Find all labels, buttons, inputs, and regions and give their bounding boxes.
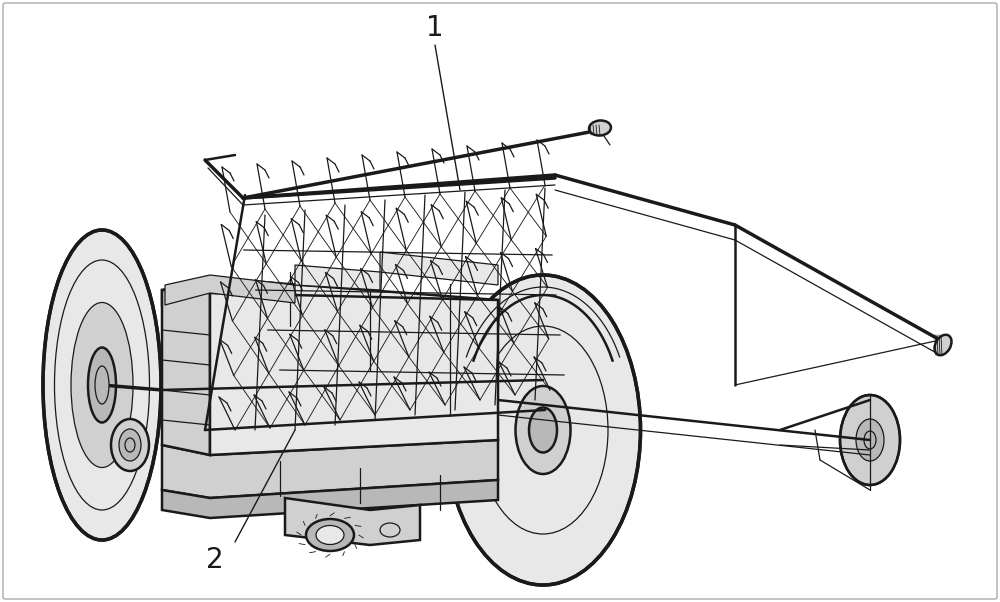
Ellipse shape (934, 335, 952, 355)
Ellipse shape (71, 302, 133, 468)
Polygon shape (210, 293, 498, 455)
Ellipse shape (95, 366, 109, 404)
Ellipse shape (380, 523, 400, 537)
Ellipse shape (864, 431, 876, 449)
Ellipse shape (54, 260, 150, 510)
Polygon shape (162, 480, 498, 518)
Ellipse shape (125, 438, 135, 452)
Ellipse shape (856, 419, 884, 461)
Polygon shape (295, 265, 380, 290)
Ellipse shape (306, 519, 354, 551)
Polygon shape (162, 290, 210, 455)
Ellipse shape (43, 230, 161, 540)
Ellipse shape (88, 347, 116, 423)
Ellipse shape (529, 408, 557, 453)
Ellipse shape (516, 386, 570, 474)
Polygon shape (380, 252, 498, 285)
Ellipse shape (589, 120, 611, 135)
Text: 2: 2 (206, 546, 224, 574)
Ellipse shape (316, 526, 344, 544)
Text: 1: 1 (426, 14, 444, 42)
Polygon shape (165, 275, 295, 305)
Polygon shape (162, 440, 498, 498)
Ellipse shape (446, 275, 640, 585)
Ellipse shape (111, 419, 149, 471)
Ellipse shape (119, 429, 141, 461)
Ellipse shape (840, 395, 900, 485)
Ellipse shape (478, 326, 608, 534)
Polygon shape (285, 498, 420, 545)
Polygon shape (162, 278, 498, 315)
